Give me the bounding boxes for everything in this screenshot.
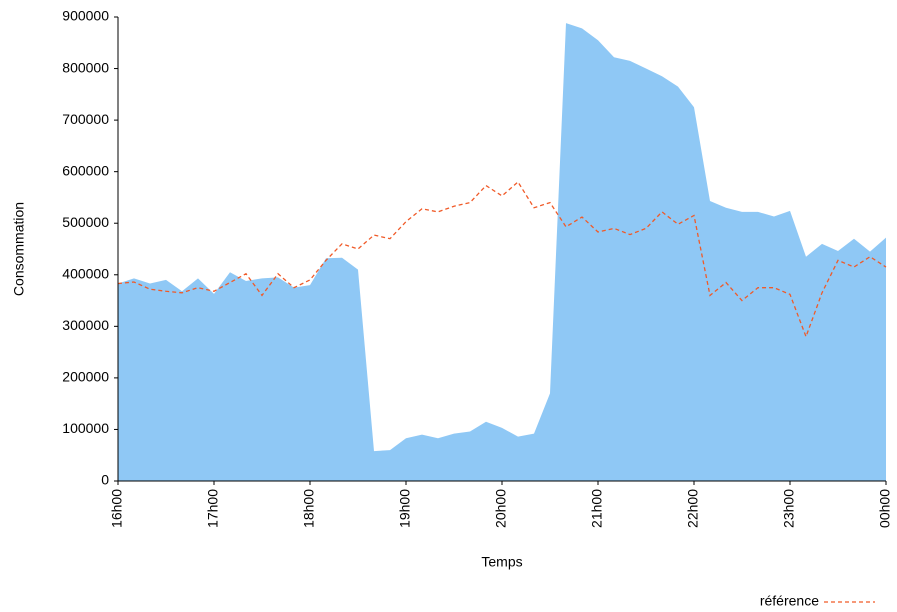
x-tick-label: 18h00	[301, 489, 317, 528]
x-tick-label: 21h00	[589, 489, 605, 528]
x-tick-label: 20h00	[493, 489, 509, 528]
x-tick-label: 00h00	[877, 489, 893, 528]
x-tick-label: 22h00	[685, 489, 701, 528]
line	[117, 180, 887, 339]
y-tick-label: 600000	[62, 162, 109, 178]
y-tick-label: 200000	[62, 369, 109, 385]
y-tick-label: 500000	[62, 214, 109, 230]
x-tick-label: 19h00	[397, 489, 413, 528]
x-tick-label: 16h00	[109, 489, 125, 528]
y-tick-label: 700000	[62, 111, 109, 127]
y-tick-label: 900000	[62, 8, 109, 24]
y-tick-label: 400000	[62, 265, 109, 281]
y-tick-label: 100000	[62, 420, 109, 436]
x-tick-label: 17h00	[205, 489, 221, 528]
y-tick-label: 300000	[62, 317, 109, 333]
legend-label: référence	[760, 593, 819, 609]
area	[118, 23, 886, 481]
y-tick-label: 800000	[62, 59, 109, 75]
y-axis-label: Consommation	[11, 202, 27, 296]
x-axis-label: Temps	[481, 554, 522, 570]
y-tick-label: 0	[101, 472, 109, 488]
x-tick-label: 23h00	[781, 489, 797, 528]
